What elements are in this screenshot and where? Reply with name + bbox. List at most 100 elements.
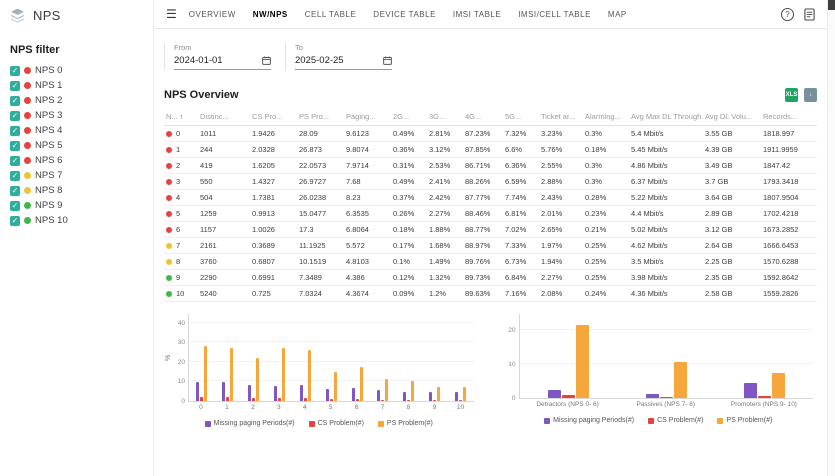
legend-label: Missing paging Periods(#) (213, 420, 295, 427)
date-from-field[interactable]: From 2024-01-01 (174, 43, 271, 70)
overview-section-header: NPS Overview XLS ↓ (164, 88, 817, 102)
column-header-3g[interactable]: 3G... (427, 109, 463, 126)
checkbox-icon[interactable]: ✓ (10, 185, 20, 196)
bar-missing-paging-periods (351, 387, 355, 401)
nps-color-dot (24, 142, 31, 149)
bar-group-10 (448, 387, 474, 401)
column-header-ticket-ar[interactable]: Ticket ar... (539, 109, 583, 126)
scrollbar-thumb[interactable] (828, 0, 835, 10)
calendar-icon[interactable] (383, 56, 392, 65)
nps-color-dot (24, 82, 31, 89)
y-tick-label: 40 (177, 319, 185, 327)
sidebar-item-nps-1[interactable]: ✓ NPS 1 (0, 78, 153, 93)
column-header-alarming[interactable]: Alarming... (583, 109, 629, 126)
checkbox-icon[interactable]: ✓ (10, 95, 20, 106)
data-cell: 7.68 (344, 173, 391, 190)
report-icon[interactable] (804, 7, 815, 21)
help-icon[interactable]: ? (781, 7, 794, 21)
data-cell: 5.02 Mbit/s (629, 221, 703, 238)
sidebar-item-nps-9[interactable]: ✓ NPS 9 (0, 198, 153, 213)
column-header-distinc[interactable]: Distinc... (198, 109, 250, 126)
checkbox-icon[interactable]: ✓ (10, 80, 20, 91)
excel-export-icon[interactable]: XLS (785, 88, 798, 102)
bar-missing-paging-periods (743, 383, 757, 398)
data-cell: 0.36% (391, 141, 427, 158)
checkbox-icon[interactable]: ✓ (10, 200, 20, 211)
app-title: NPS (33, 8, 61, 23)
data-cell: 2.27% (427, 205, 463, 222)
sidebar-item-nps-2[interactable]: ✓ NPS 2 (0, 93, 153, 108)
bar-ps-problem (575, 324, 589, 398)
nav-tabs: OVERVIEW NW/NPS CELL TABLE DEVICE TABLE IMSI… (189, 10, 644, 19)
legend-item-missing-paging-periods[interactable]: Missing paging Periods(#) (204, 420, 295, 427)
tab-map[interactable]: MAP (607, 9, 627, 19)
date-to-value[interactable]: 2025-02-25 (295, 55, 344, 66)
data-cell: 2.41% (427, 173, 463, 190)
column-header-5g[interactable]: 5G... (503, 109, 539, 126)
column-header-2g[interactable]: 2G... (391, 109, 427, 126)
x-tick-label: 1 (225, 404, 229, 411)
nps-filter-label: NPS 3 (35, 110, 63, 121)
data-cell: 1.68% (427, 237, 463, 254)
column-header-avg-dl-volu[interactable]: Avg DL Volu... (703, 109, 761, 126)
bar-ps-problem (230, 348, 234, 401)
column-header-cs-pro[interactable]: CS Pro... (250, 109, 297, 126)
column-header-records[interactable]: Records... (761, 109, 817, 126)
sidebar-item-nps-6[interactable]: ✓ NPS 6 (0, 153, 153, 168)
legend-label: PS Problem(#) (726, 417, 773, 424)
bar-missing-paging-periods (248, 385, 252, 401)
checkbox-icon[interactable]: ✓ (10, 125, 20, 136)
tab-imsi-cell-table[interactable]: IMSI/CELL TABLE (518, 9, 591, 19)
column-header-4g[interactable]: 4G... (463, 109, 503, 126)
sidebar: NPS NPS filter ✓ NPS 0 ✓ NPS 1 ✓ NPS 2 ✓ NPS 3 ✓… (0, 0, 154, 476)
checkbox-icon[interactable]: ✓ (10, 110, 20, 121)
vertical-scrollbar[interactable] (827, 0, 835, 476)
data-cell: 2.58 GB (703, 285, 761, 302)
gridline (189, 341, 474, 343)
legend-item-cs-problem[interactable]: CS Problem(#) (308, 420, 364, 427)
sidebar-item-nps-7[interactable]: ✓ NPS 7 (0, 168, 153, 183)
tab-imsi-table[interactable]: IMSI TABLE (452, 9, 502, 19)
sidebar-item-nps-5[interactable]: ✓ NPS 5 (0, 138, 153, 153)
legend-item-ps-problem[interactable]: PS Problem(#) (377, 420, 433, 427)
column-header-avg-max-dl-through[interactable]: Avg Max DL Through... (629, 109, 703, 126)
date-to-field[interactable]: To 2025-02-25 (295, 43, 392, 70)
file-export-icon[interactable]: ↓ (804, 88, 817, 102)
sidebar-item-nps-3[interactable]: ✓ NPS 3 (0, 108, 153, 123)
tab-overview[interactable]: OVERVIEW (188, 9, 236, 19)
tab-cell-table[interactable]: CELL TABLE (304, 9, 357, 19)
legend-item-missing-paging-periods[interactable]: Missing paging Periods(#) (544, 417, 634, 424)
checkbox-icon[interactable]: ✓ (10, 65, 20, 76)
sidebar-item-nps-4[interactable]: ✓ NPS 4 (0, 123, 153, 138)
checkbox-icon[interactable]: ✓ (10, 170, 20, 181)
column-header-n[interactable]: N... ↑ (164, 109, 198, 126)
checkbox-icon[interactable]: ✓ (10, 140, 20, 151)
calendar-icon[interactable] (262, 56, 271, 65)
date-from-value[interactable]: 2024-01-01 (174, 55, 223, 66)
data-cell: 244 (198, 141, 250, 158)
hamburger-menu-icon[interactable]: ☰ (166, 7, 177, 21)
sidebar-item-nps-8[interactable]: ✓ NPS 8 (0, 183, 153, 198)
legend-item-ps-problem[interactable]: PS Problem(#) (717, 417, 772, 424)
sidebar-item-nps-0[interactable]: ✓ NPS 0 (0, 63, 153, 78)
checkbox-icon[interactable]: ✓ (10, 155, 20, 166)
tab-nw-nps[interactable]: NW/NPS (252, 9, 288, 19)
nps-cell: 3 (164, 173, 198, 190)
column-header-paging[interactable]: Paging... (344, 109, 391, 126)
filter-divider (164, 43, 165, 70)
data-cell: 6.3535 (344, 205, 391, 222)
data-cell: 6.8064 (344, 221, 391, 238)
data-cell: 2.81% (427, 125, 463, 142)
data-cell: 1011 (198, 125, 250, 142)
gridline (189, 380, 474, 382)
data-cell: 0.26% (391, 205, 427, 222)
tab-device-table[interactable]: DEVICE TABLE (373, 9, 436, 19)
x-tick-label: 7 (380, 404, 385, 411)
legend-item-cs-problem[interactable]: CS Problem(#) (648, 417, 703, 424)
data-cell: 3.5 Mbit/s (629, 253, 703, 270)
sidebar-item-nps-10[interactable]: ✓ NPS 10 (0, 213, 153, 228)
column-header-ps-pro[interactable]: PS Pro... (297, 109, 344, 126)
x-tick-label: 0 (199, 404, 203, 411)
data-cell: 0.37% (391, 189, 427, 206)
checkbox-icon[interactable]: ✓ (10, 215, 20, 226)
